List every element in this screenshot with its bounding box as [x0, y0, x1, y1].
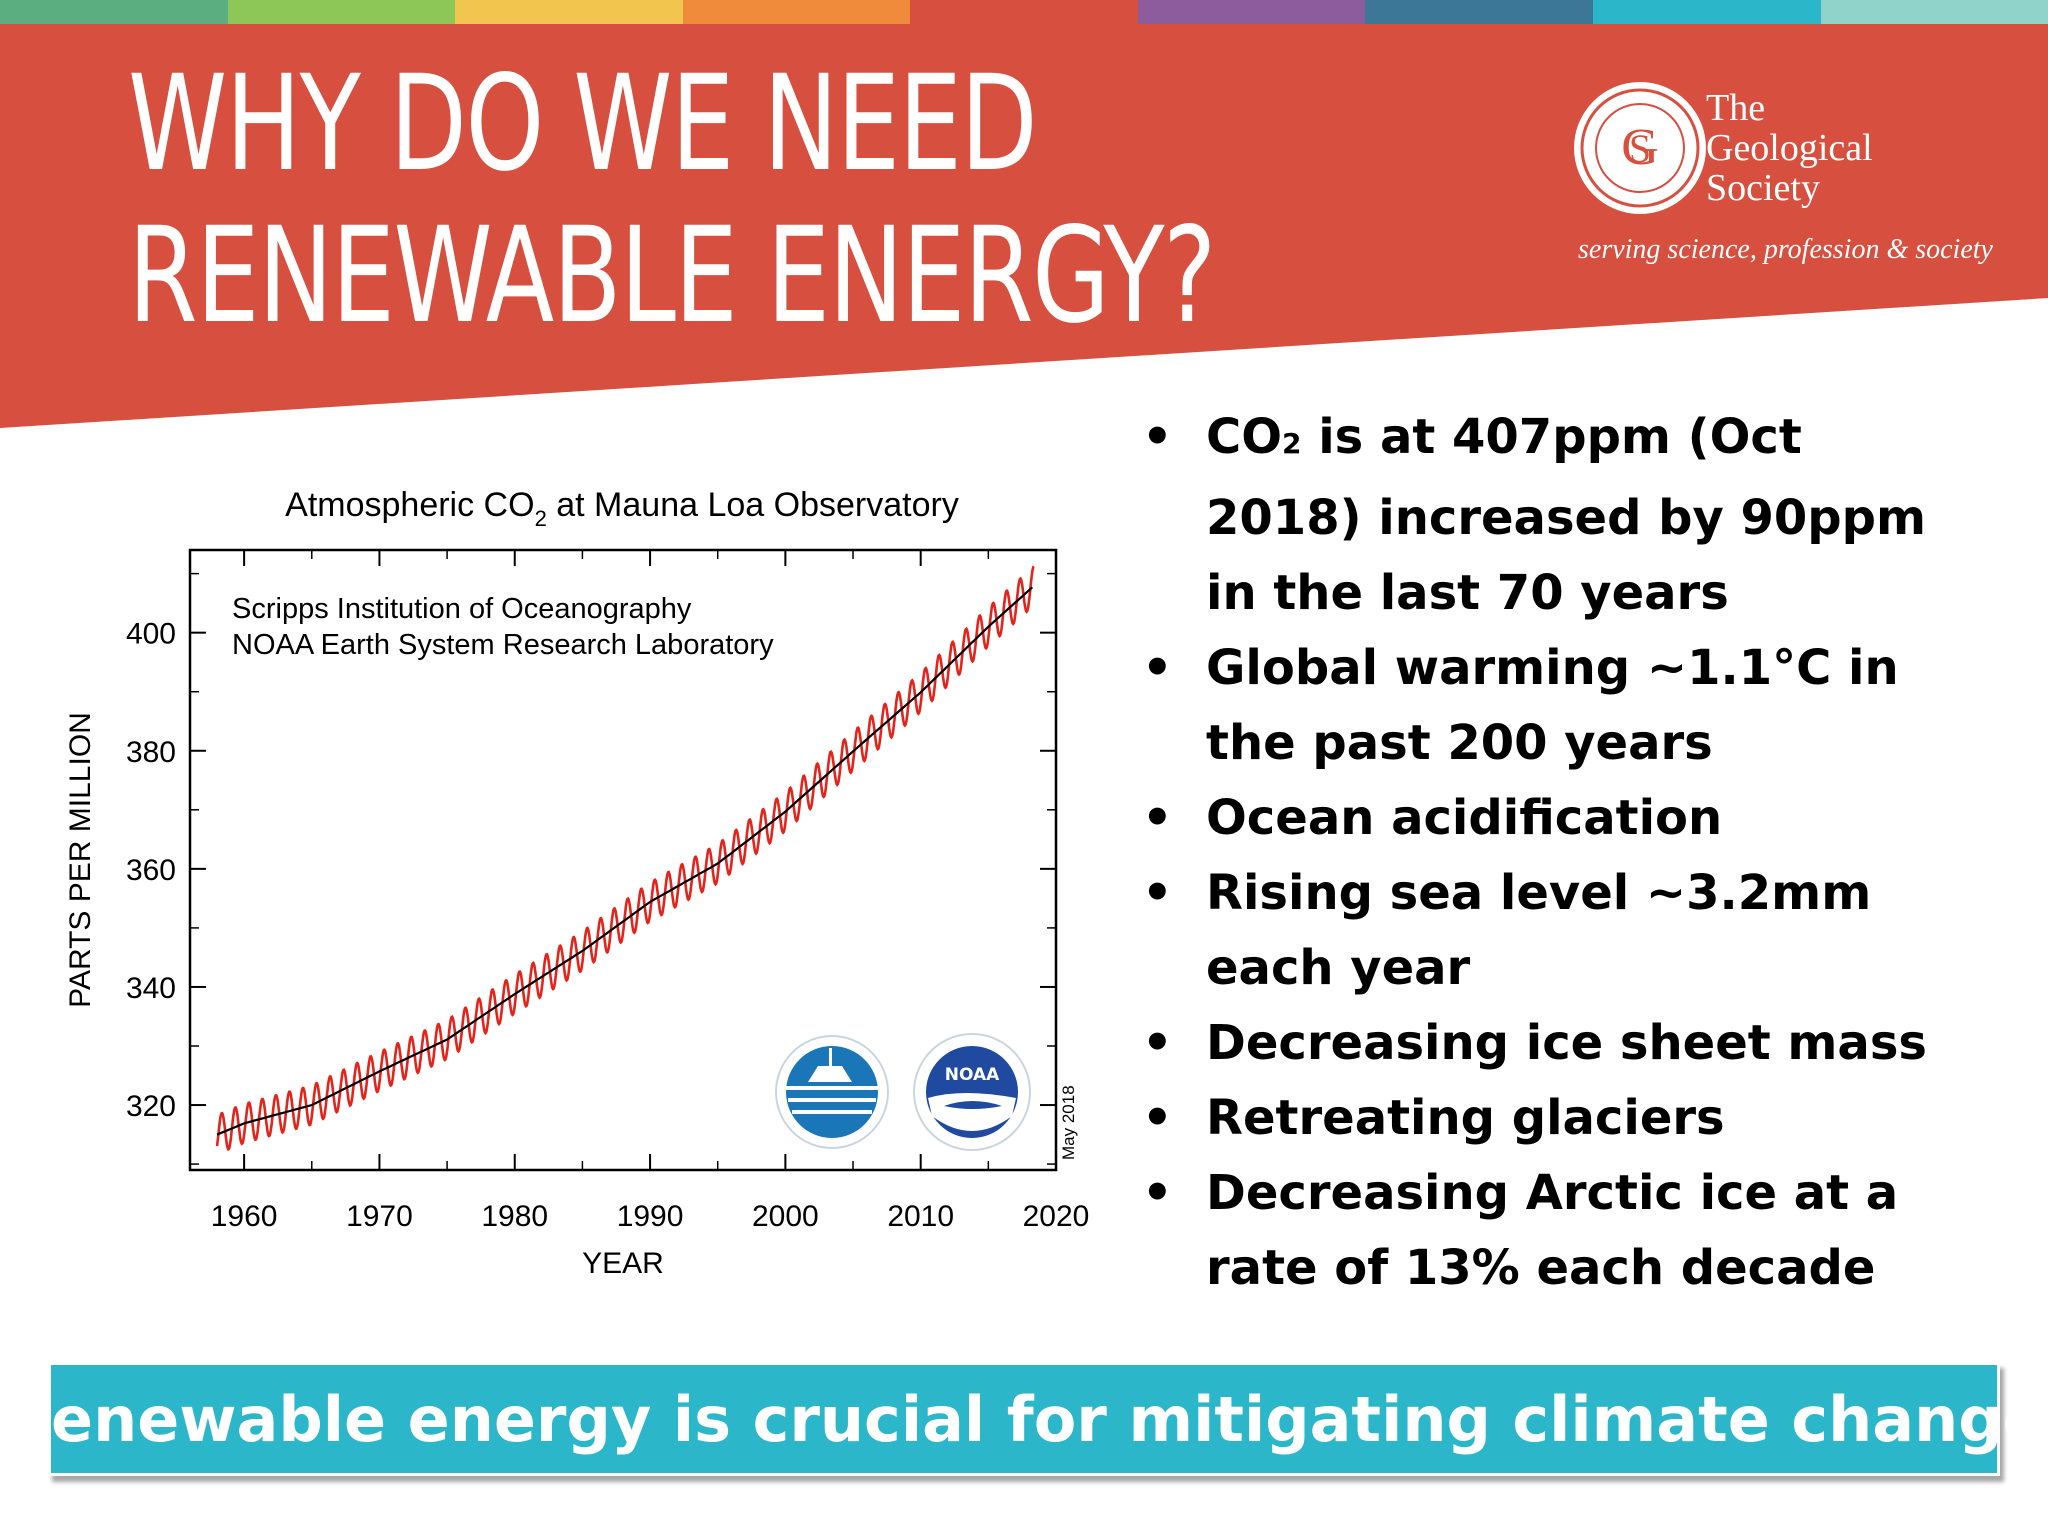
color-stripe — [455, 0, 683, 24]
color-stripe — [227, 0, 456, 24]
title-line-2: RENEWABLE ENERGY? — [128, 199, 1216, 353]
society-name-line-2: Geological — [1706, 127, 1873, 169]
color-stripe — [0, 0, 228, 24]
chart-inset-line-2: NOAA Earth System Research Laboratory — [232, 629, 774, 661]
co2-chart: Atmospheric CO2 at Mauna Loa Observatory… — [64, 486, 1090, 1280]
axis-ticks — [190, 550, 1057, 1170]
scripps-logo-icon — [775, 1035, 889, 1149]
society-tagline: serving science, profession & society — [1578, 234, 1993, 265]
svg-text:G: G — [1621, 119, 1659, 176]
x-tick-label: 2000 — [752, 1200, 819, 1233]
bullet-item: Global warming ~1.1°C in the past 200 yea… — [1136, 631, 2016, 781]
co2-monthly-line — [215, 565, 1035, 1152]
chart-date-stamp: May 2018 — [1059, 1085, 1078, 1160]
x-tick-label: 2020 — [1023, 1200, 1090, 1233]
bullet-text: CO — [1206, 409, 1283, 465]
x-tick-label: 1970 — [346, 1200, 413, 1233]
x-tick-label: 1980 — [481, 1200, 548, 1233]
bullet-text: is at 407ppm (Oct — [1301, 409, 1802, 465]
bullet-text: Decreasing ice sheet mass — [1206, 1015, 1927, 1071]
x-tick-label: 1990 — [617, 1200, 684, 1233]
color-stripe — [1820, 0, 2048, 24]
chart-title-main: Atmospheric CO — [285, 486, 534, 524]
y-tick-label: 320 — [126, 1090, 176, 1123]
y-tick-label: 380 — [126, 736, 176, 769]
bullet-item: Retreating glaciers — [1136, 1081, 2016, 1156]
y-axis-label: PARTS PER MILLION — [64, 712, 97, 1008]
color-stripes — [0, 0, 2048, 24]
svg-text:S: S — [1629, 126, 1651, 171]
society-name-line-1: The — [1706, 87, 1766, 129]
bullet-item: Rising sea level ~3.2mm each year — [1136, 856, 2016, 1006]
bullet-text: each year — [1206, 940, 1471, 996]
bullet-item: Decreasing ice sheet mass — [1136, 1006, 2016, 1081]
noaa-logo-icon: NOAA — [913, 1033, 1031, 1151]
geological-society-seal-icon: G S — [1574, 82, 1706, 214]
chart-title: Atmospheric CO2 at Mauna Loa Observatory — [285, 486, 959, 531]
title-line-1: WHY DO WE NEED — [128, 47, 1038, 201]
color-stripe — [1137, 0, 1366, 24]
bullet-item: CO2 is at 407ppm (Oct 2018) increased by … — [1136, 400, 2016, 631]
bullet-text: Ocean acidification — [1206, 790, 1723, 846]
bullet-text: in the last 70 years — [1206, 565, 1729, 621]
color-stripe — [910, 0, 1138, 24]
co2-trend-line — [216, 586, 1034, 1136]
bullet-text: Decreasing Arctic ice at a — [1206, 1165, 1899, 1221]
impact-bullet-list: CO2 is at 407ppm (Oct 2018) increased by … — [1136, 400, 2016, 1306]
bullet-text: Rising sea level ~3.2mm — [1206, 865, 1872, 921]
society-name: The Geological Society — [1706, 88, 1873, 208]
x-tick-label: 1960 — [211, 1200, 278, 1233]
plot-frame — [188, 548, 1058, 1172]
color-stripe — [1592, 0, 1821, 24]
bullet-text: Global warming ~1.1°C in — [1206, 640, 1899, 696]
y-tick-labels: 320 340 360 380 400 — [126, 618, 176, 1123]
bullet-subscript: 2 — [1282, 427, 1302, 460]
x-tick-label: 2010 — [887, 1200, 954, 1233]
bullet-text: 2018) increased by 90ppm — [1206, 490, 1927, 546]
bullet-item: Ocean acidification — [1136, 781, 2016, 856]
chart-title-subscript: 2 — [535, 506, 547, 531]
society-name-line-3: Society — [1706, 167, 1820, 209]
chart-inset-line-1: Scripps Institution of Oceanography — [232, 593, 692, 625]
y-tick-label: 340 — [126, 972, 176, 1005]
y-tick-label: 400 — [126, 618, 176, 651]
chart-title-rest: at Mauna Loa Observatory — [547, 486, 959, 524]
color-stripe — [1365, 0, 1593, 24]
conclusion-banner: Renewable energy is crucial for mitigati… — [3, 1362, 2045, 1476]
y-tick-label: 360 — [126, 854, 176, 887]
color-stripe — [682, 0, 911, 24]
x-axis-label: YEAR — [582, 1247, 664, 1280]
noaa-logo-text: NOAA — [945, 1065, 1000, 1085]
geological-society-logo: G S The Geological Society serving scien… — [1570, 78, 2010, 278]
bullet-text: rate of 13% each decade — [1206, 1240, 1876, 1296]
page-title: WHY DO WE NEED RENEWABLE ENERGY? — [128, 47, 1216, 353]
bullet-text: the past 200 years — [1206, 715, 1713, 771]
x-tick-labels: 1960 1970 1980 1990 2000 2010 2020 — [211, 1200, 1090, 1233]
title-banner — [0, 24, 2048, 428]
bullet-text: Retreating glaciers — [1206, 1090, 1725, 1146]
bullet-item: Decreasing Arctic ice at a rate of 13% ea… — [1136, 1156, 2016, 1306]
